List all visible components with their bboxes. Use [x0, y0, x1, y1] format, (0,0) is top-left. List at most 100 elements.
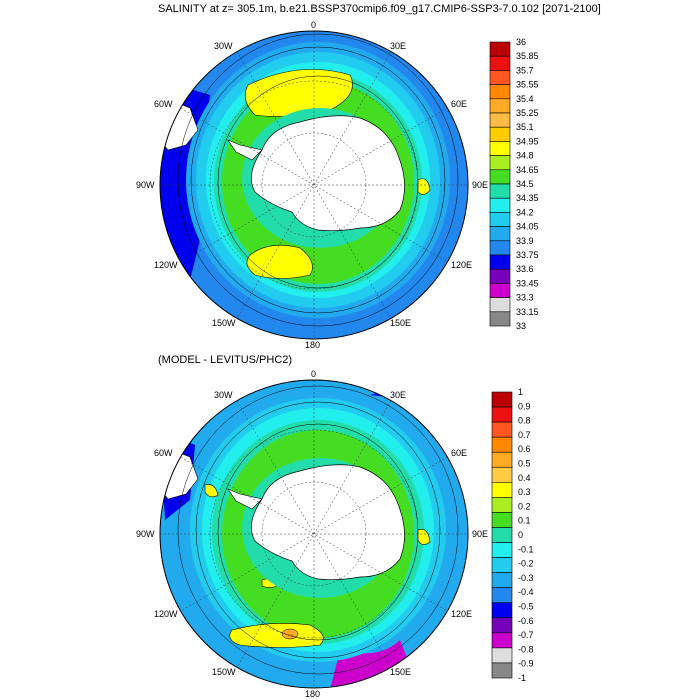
top-lon-60e: 60E	[451, 99, 467, 109]
bottom-colorbar-label-15: -0.5	[518, 602, 534, 612]
top-colorbar-label-2: 35.7	[516, 65, 534, 75]
bottom-colorbar-label-14: -0.4	[518, 587, 534, 597]
top-lon-120w: 120W	[154, 260, 178, 270]
bottom-colorbar-label-11: -0.1	[518, 544, 534, 554]
bottom-colorbar-swatch-12	[491, 572, 513, 588]
top-colorbar-label-1: 35.85	[516, 51, 539, 61]
bottom-colorbar-swatch-0	[491, 391, 513, 408]
bottom-panel-title: (MODEL - LEVITUS/PHC2)	[158, 354, 293, 366]
top-colorbar-label-5: 35.25	[516, 108, 539, 118]
top-map-border	[159, 30, 469, 340]
top-colorbar-swatch-10	[489, 183, 511, 199]
top-colorbar-swatch-1	[489, 55, 511, 71]
top-lon-150e: 150E	[390, 318, 411, 328]
bottom-colorbar-swatch-8	[491, 512, 513, 528]
top-colorbar-label-4: 35.4	[516, 94, 534, 104]
bottom-pos-east	[417, 528, 431, 545]
top-colorbar-label-16: 33.6	[516, 264, 534, 274]
bottom-pos-ross-core	[281, 628, 299, 640]
top-lon-30e: 30E	[390, 41, 406, 51]
bottom-colorbar-label-0: 1	[518, 387, 523, 397]
bottom-contour-3	[217, 423, 419, 641]
top-lon-180: 180	[305, 340, 320, 350]
top-colorbar-label-13: 34.05	[516, 222, 539, 232]
bottom-lon-0: 0	[311, 369, 316, 379]
bottom-colorbar-label-16: -0.6	[518, 616, 534, 626]
top-colorbar: 36 35.85 35.7 35.55 35.4 35.25 35.1 34.95 34.8 34…	[489, 37, 539, 331]
bottom-colorbar-swatch-13	[491, 587, 513, 604]
bottom-contour-1	[177, 385, 459, 675]
bottom-colorbar-swatch-10	[491, 542, 513, 558]
top-lon-120e: 120E	[451, 260, 472, 270]
bottom-colorbar-label-1: 0.9	[518, 401, 531, 411]
top-colorbar-label-20: 33	[516, 321, 526, 331]
top-colorbar-label-17: 33.45	[516, 278, 539, 288]
top-antarctica	[250, 115, 405, 232]
top-colorbar-swatch-8	[489, 155, 511, 171]
bottom-colorbar-label-4: 0.6	[518, 444, 531, 454]
bottom-map-border	[159, 379, 469, 689]
bottom-antarctic-peninsula	[227, 488, 263, 510]
bottom-colorbar-label-12: -0.2	[518, 559, 534, 569]
top-colorbar-swatch-0	[489, 41, 511, 57]
top-east-max	[417, 178, 431, 195]
top-colorbar-label-0: 36	[516, 37, 526, 47]
bottom-colorbar-swatch-18	[491, 662, 513, 679]
top-colorbar-swatch-19	[489, 311, 511, 327]
top-colorbar-label-19: 33.15	[516, 307, 539, 317]
bottom-colorbar-swatch-7	[491, 497, 513, 513]
top-colorbar-label-3: 35.55	[516, 80, 539, 90]
top-lon-30w: 30W	[214, 41, 233, 51]
top-colorbar-swatch-5	[489, 112, 511, 128]
bottom-colorbar-swatch-15	[491, 617, 513, 634]
bottom-colorbar-label-17: -0.7	[518, 630, 534, 640]
bottom-lon-labels: 0 30E 60E 90E 120E 150E 180 150W 120W 90…	[136, 369, 488, 699]
top-colorbar-label-8: 34.8	[516, 151, 534, 161]
top-ross-max	[246, 244, 313, 279]
top-colorbar-swatch-17	[489, 283, 511, 298]
bottom-graticule	[160, 380, 468, 688]
bottom-colorbar-swatch-9	[491, 527, 513, 543]
top-colorbar-label-14: 33.9	[516, 236, 534, 246]
top-lon-labels: 0 30E 60E 90E 120E 150E 180 150W 120W 90…	[136, 20, 488, 350]
top-graticule	[160, 31, 468, 339]
bottom-lon-150w: 150W	[212, 667, 236, 677]
top-colorbar-swatch-18	[489, 297, 511, 313]
top-colorbar-swatch-13	[489, 226, 511, 242]
bottom-colorbar-label-10: 0	[518, 530, 523, 540]
top-colorbar-swatch-12	[489, 212, 511, 227]
bottom-lon-120w: 120W	[154, 609, 178, 619]
bottom-colorbar-swatch-3	[491, 436, 513, 453]
top-colorbar-swatch-7	[489, 141, 511, 156]
bottom-colorbar-label-2: 0.8	[518, 416, 531, 426]
top-antarctic-peninsula	[227, 139, 263, 161]
bottom-lon-150e: 150E	[390, 667, 411, 677]
top-lon-90w: 90W	[136, 180, 155, 190]
bottom-colorbar-swatch-11	[491, 557, 513, 573]
bottom-lon-30e: 30E	[390, 390, 406, 400]
top-colorbar-swatch-4	[489, 98, 511, 114]
top-colorbar-label-9: 34.65	[516, 165, 539, 175]
bottom-colorbar-label-8: 0.2	[518, 501, 531, 511]
top-colorbar-swatch-9	[489, 169, 511, 185]
top-colorbar-swatch-3	[489, 84, 511, 100]
top-colorbar-swatch-15	[489, 254, 511, 270]
bottom-lon-30w: 30W	[214, 390, 233, 400]
bottom-colorbar-label-5: 0.5	[518, 459, 531, 469]
bottom-colorbar-label-9: 0.1	[518, 516, 531, 526]
bottom-lon-120e: 120E	[451, 609, 472, 619]
bottom-lon-90e: 90E	[472, 529, 488, 539]
bottom-pos-ross	[229, 623, 324, 648]
top-lon-0: 0	[311, 20, 316, 30]
top-colorbar-label-6: 35.1	[516, 122, 534, 132]
top-panel-title: SALINITY at z= 305.1m, b.e21.BSSP370cmip…	[158, 3, 601, 15]
bottom-colorbar-label-18: -0.8	[518, 644, 534, 654]
bottom-colorbar-swatch-17	[491, 647, 513, 664]
top-colorbar-swatch-2	[489, 70, 511, 85]
bottom-polar-map: 0 30E 60E 90E 120E 150E 180 150W 120W 90…	[136, 369, 488, 699]
bottom-pos-bellingshausen	[204, 484, 219, 498]
top-colorbar-swatch-6	[489, 126, 511, 142]
bottom-lon-60e: 60E	[451, 448, 467, 458]
